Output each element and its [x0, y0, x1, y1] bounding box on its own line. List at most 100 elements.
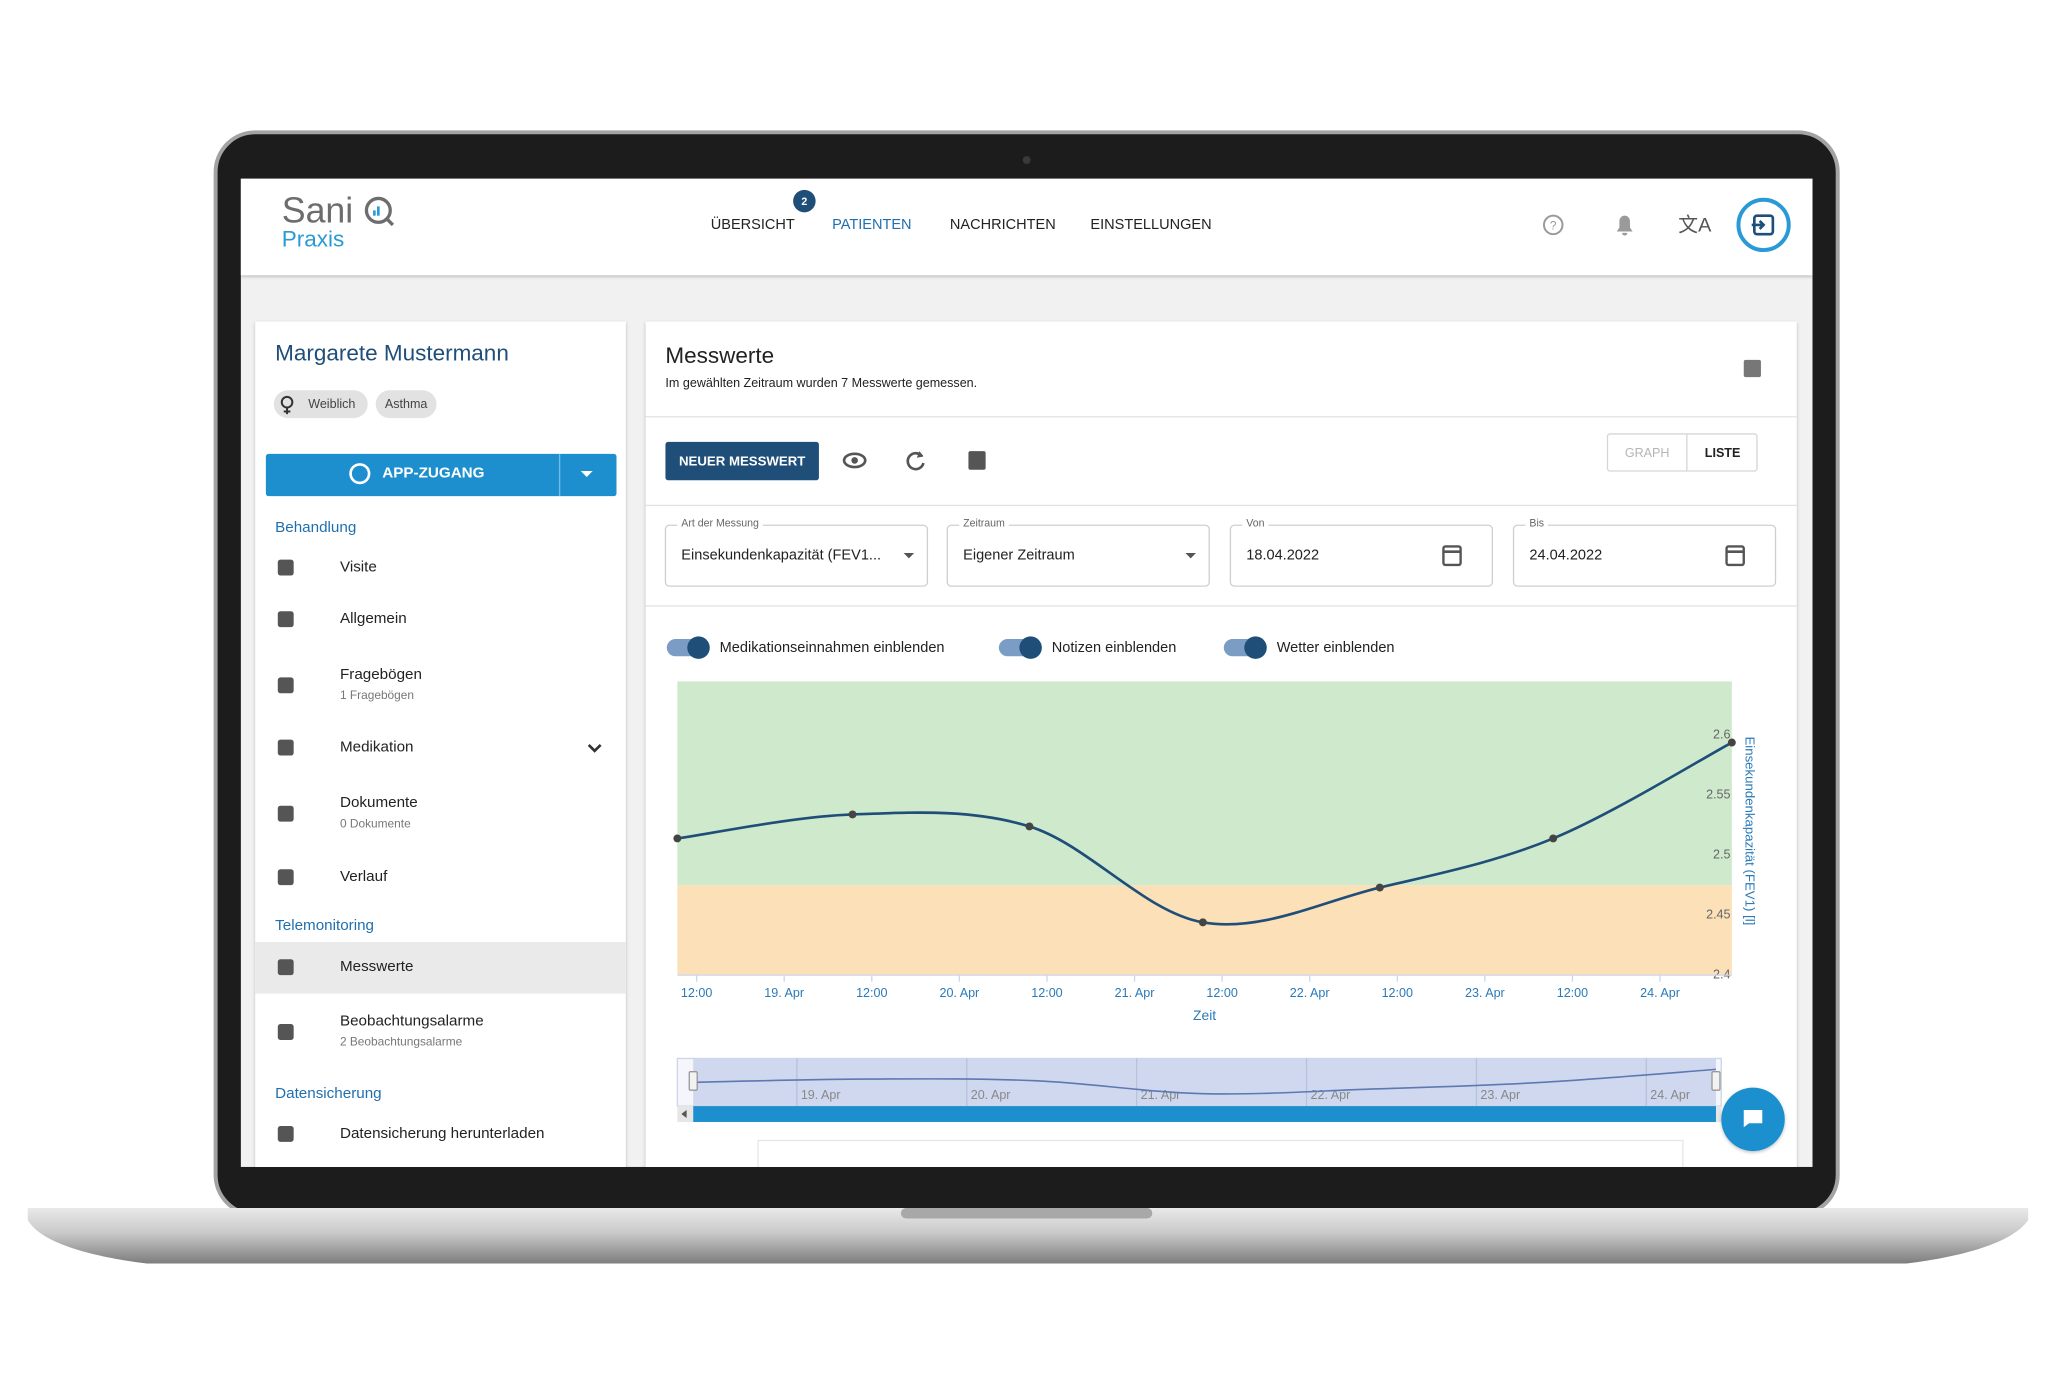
- help-icon-glyph: ?: [1550, 218, 1557, 232]
- calendar-icon[interactable]: [1725, 545, 1745, 567]
- menu-item[interactable]: Datensicherung herunterladen: [277, 1125, 545, 1142]
- x-tick-label: 22. Apr: [1290, 986, 1330, 1000]
- header-icons: ? 文A: [1542, 197, 1791, 253]
- y-tick-label: 2.5: [1713, 848, 1730, 862]
- filter-field[interactable]: Von 18.04.2022: [1229, 518, 1494, 587]
- filter-field[interactable]: Bis 24.04.2022: [1512, 518, 1777, 587]
- x-tick-label: 21. Apr: [1115, 986, 1155, 1000]
- refresh-icon[interactable]: [906, 451, 925, 471]
- scroll-arrow[interactable]: [681, 1110, 687, 1118]
- menu-item-label: Medikation: [340, 739, 414, 756]
- logo-bar: [377, 206, 380, 216]
- menu-item-icon: [277, 677, 294, 694]
- help-icon[interactable]: [1542, 214, 1564, 236]
- field-label-bg: [1242, 518, 1269, 530]
- data-point[interactable]: [1549, 834, 1558, 843]
- field-label-bg: [1525, 518, 1549, 530]
- new-value-button[interactable]: NEUER MESSWERT: [665, 441, 819, 481]
- data-point[interactable]: [1025, 822, 1034, 831]
- tag-label: Weiblich: [308, 397, 355, 411]
- switch-knob: [1019, 636, 1042, 659]
- menu-item[interactable]: Beobachtungsalarme 2 Beobachtungsalarme: [277, 1012, 484, 1049]
- menu-item[interactable]: Dokumente 0 Dokumente: [277, 794, 418, 830]
- button-label: NEUER MESSWERT: [679, 453, 805, 468]
- menu-item-label: Visite: [340, 559, 377, 576]
- zone-settings-card: [757, 1139, 1684, 1167]
- logo-bar: [373, 210, 376, 216]
- y-tick-label: 2.55: [1706, 788, 1730, 802]
- toggle-switch[interactable]: Notizen einblenden: [998, 636, 1177, 659]
- toggle-list[interactable]: LISTE: [1705, 446, 1741, 460]
- x-tick-label: 24. Apr: [1640, 986, 1680, 1000]
- eye-icon[interactable]: [842, 452, 867, 469]
- field-value: Einsekundenkapazität (FEV1...: [681, 548, 881, 564]
- toggle-switch[interactable]: Medikationseinnahmen einblenden: [666, 636, 945, 659]
- panel-title: Messwerte: [665, 343, 774, 368]
- field-outline: [664, 524, 929, 587]
- menu-item-label: Fragebögen: [340, 666, 422, 683]
- menu-item-icon: [277, 805, 294, 822]
- nav-link[interactable]: EINSTELLUNGEN: [1090, 217, 1211, 233]
- nav-badge-count: 2: [801, 196, 807, 208]
- calendar-icon[interactable]: [1442, 545, 1462, 567]
- menu-item[interactable]: Messwerte: [277, 958, 414, 976]
- filters: Art der Messung Einsekundenkapazität (FEV…: [664, 518, 1777, 587]
- menu-item-sub: 1 Fragebögen: [340, 688, 414, 702]
- nav-link[interactable]: NACHRICHTEN: [950, 217, 1056, 233]
- toggle-switch[interactable]: Wetter einblenden: [1223, 636, 1395, 659]
- app-access-button[interactable]: APP-ZUGANG: [265, 453, 617, 497]
- data-point[interactable]: [1727, 738, 1736, 747]
- data-point[interactable]: [673, 834, 682, 843]
- dropdown-arrow[interactable]: [580, 471, 593, 477]
- pdf-export-icon[interactable]: [1743, 359, 1761, 378]
- menu-item[interactable]: Visite: [277, 559, 377, 576]
- section-title: Datensicherung: [275, 1085, 382, 1102]
- menu-item-label: Beobachtungsalarme: [340, 1012, 484, 1029]
- chat-button[interactable]: [1721, 1087, 1785, 1152]
- field-value: Eigener Zeitraum: [963, 548, 1075, 564]
- menu-item[interactable]: Medikation: [277, 739, 602, 756]
- expand-chevron[interactable]: [587, 743, 602, 753]
- filter-field[interactable]: Art der Messung Einsekundenkapazität (FEV…: [664, 518, 929, 587]
- navigator-handle[interactable]: [1711, 1071, 1721, 1091]
- x-tick-label: 12:00: [1031, 986, 1062, 1000]
- menu-item[interactable]: Fragebögen 1 Fragebögen: [277, 666, 422, 702]
- switch-label: Notizen einblenden: [1052, 640, 1177, 656]
- chat-icon: [1743, 1110, 1763, 1128]
- panel-subtitle: Im gewählten Zeitraum wurden 7 Messwerte…: [665, 376, 977, 390]
- switch-knob: [1244, 636, 1267, 659]
- y-tick-label: 2.45: [1706, 907, 1730, 921]
- menu-item-label: Dokumente: [340, 794, 418, 811]
- x-tick-label: 12:00: [681, 986, 712, 1000]
- navigator-handle[interactable]: [688, 1071, 698, 1091]
- data-point[interactable]: [1198, 918, 1207, 927]
- clipboard-icon[interactable]: [968, 451, 986, 470]
- bell-icon[interactable]: [1616, 215, 1633, 236]
- menu-item-icon: [277, 869, 294, 886]
- menu-item[interactable]: Allgemein: [277, 610, 407, 627]
- menu-item[interactable]: Verlauf: [277, 868, 388, 886]
- nav-link[interactable]: ÜBERSICHT: [711, 215, 795, 233]
- refresh-icon-arrow: [916, 451, 924, 458]
- toolbar-icons: [842, 451, 986, 471]
- menu-item-selected-bg: [255, 942, 626, 994]
- select-arrow: [1185, 553, 1196, 559]
- navigator-label: 23. Apr: [1480, 1088, 1520, 1102]
- menu-item-icon: [277, 959, 294, 976]
- translate-icon[interactable]: 文A: [1678, 214, 1712, 236]
- patient-tags: Weiblich Asthma: [273, 390, 437, 419]
- data-point[interactable]: [848, 810, 857, 819]
- navigator-scrollbar[interactable]: [693, 1106, 1716, 1122]
- filter-field[interactable]: Zeitraum Eigener Zeitraum: [946, 518, 1210, 587]
- logo[interactable]: Sani Praxis: [282, 190, 395, 252]
- data-point[interactable]: [1375, 883, 1384, 892]
- nav-link[interactable]: PATIENTEN: [832, 217, 911, 233]
- field-outline: [946, 524, 1210, 587]
- section-title: Telemonitoring: [275, 917, 374, 934]
- y-tick-label: 2.4: [1713, 967, 1730, 981]
- field-value: 18.04.2022: [1246, 548, 1319, 564]
- toggle-graph[interactable]: GRAPH: [1625, 446, 1670, 460]
- field-outline: [1229, 524, 1494, 587]
